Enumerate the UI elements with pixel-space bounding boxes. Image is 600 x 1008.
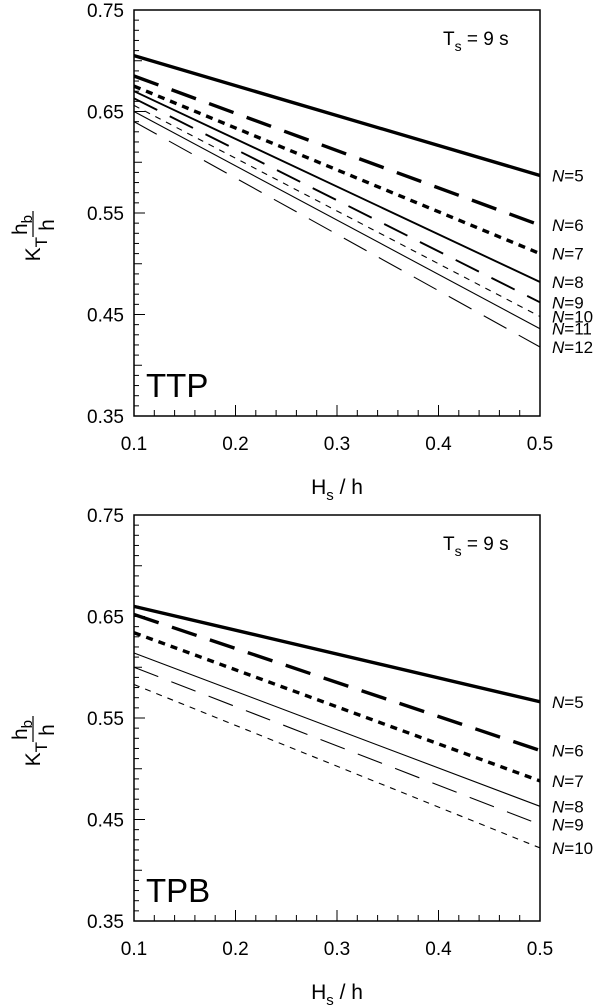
y-tick-label: 0.45 <box>87 811 124 832</box>
x-tick-label: 0.3 <box>324 434 350 455</box>
y-tick-label: 0.65 <box>87 608 124 629</box>
series-label: N=9 <box>552 816 584 835</box>
series-labels: N=5 N=6 N=7 N=8N=9 N=10 <box>552 693 593 858</box>
x-tick-label: 0.2 <box>222 434 248 455</box>
series-line <box>133 652 541 807</box>
series-label: N=10 <box>552 839 593 858</box>
x-tick-label: 0.1 <box>121 939 147 960</box>
panel-tpb: 0.350.450.550.650.750.1 0.2 0.3 0.4 0.5 N=5N… <box>9 506 593 1008</box>
series-line <box>133 54 541 178</box>
x-tick-label: 0.1 <box>121 434 147 455</box>
y-tick-label: 0.45 <box>87 306 124 327</box>
panel-ttp: 0.350.450.550.650.750.1 0.2 0.3 0.4 0.5 N=5N… <box>9 1 593 504</box>
y-tick-label: 0.75 <box>87 506 124 527</box>
series-label: N=7 <box>552 772 584 791</box>
series-label: N=10 <box>552 308 593 327</box>
series-labels: N=5 N=6 N=7 N=8N=9N=10N=11N=12 <box>552 166 593 357</box>
y-axis-k-t: KT <box>22 237 51 261</box>
series-line <box>133 666 541 826</box>
x-axis-title: Hs / h <box>311 476 363 504</box>
x-tick-label: 0.4 <box>425 434 452 455</box>
y-tick-label: 0.35 <box>87 407 124 428</box>
series-line <box>133 612 541 753</box>
series-line <box>133 604 541 704</box>
panel-label: TPB <box>146 872 210 909</box>
series-line <box>133 97 541 304</box>
y-tick-label: 0.35 <box>87 912 124 933</box>
y-tick-label: 0.65 <box>87 103 124 124</box>
y-axis-denominator: h <box>36 219 59 231</box>
y-tick-label: 0.55 <box>87 709 124 730</box>
plot-frame <box>133 514 541 922</box>
series-label: N=5 <box>552 166 584 185</box>
tick-marks <box>133 514 541 922</box>
series-label: N=5 <box>552 693 584 712</box>
series-label: N=6 <box>552 216 584 235</box>
series-line <box>133 111 541 330</box>
series-line <box>133 84 541 256</box>
y-axis-k-t: KT <box>22 742 51 766</box>
series-label: N=11 <box>552 320 592 339</box>
series-label: N=8 <box>552 273 584 292</box>
tick-marks <box>133 9 541 417</box>
series-label: N=8 <box>552 797 584 816</box>
y-axis-denominator: h <box>36 724 59 736</box>
series-lines <box>133 604 541 849</box>
tick-labels: 0.35 0.45 0.55 0.65 0.75 0.1 0.2 0.3 0.4 0.5 <box>87 506 553 960</box>
x-tick-label: 0.3 <box>324 939 350 960</box>
series-label: N=7 <box>552 245 584 264</box>
wave-period-annotation: Ts = 9 s <box>443 534 509 559</box>
y-tick-label: 0.75 <box>87 1 124 22</box>
series-line <box>133 104 541 318</box>
panel-label: TTP <box>146 367 208 404</box>
series-label: N=9 <box>552 293 584 312</box>
series-label: N=6 <box>552 741 584 760</box>
y-axis-title: KT hb h <box>9 716 59 766</box>
tick-labels: 0.35 0.45 0.55 0.65 0.75 0.1 0.2 0.3 0.4 0.5 <box>87 1 553 455</box>
series-label: N=12 <box>552 338 593 357</box>
x-axis-title: Hs / h <box>311 981 363 1008</box>
wave-period-annotation: Ts = 9 s <box>443 29 509 54</box>
y-tick-label: 0.55 <box>87 204 124 225</box>
series-line <box>133 90 541 283</box>
y-axis-numerator: hb <box>9 720 36 740</box>
series-lines <box>133 54 541 348</box>
x-tick-label: 0.5 <box>527 434 553 455</box>
y-axis-numerator: hb <box>9 215 36 235</box>
y-axis-title: KT hb h <box>9 211 59 261</box>
x-tick-label: 0.2 <box>222 939 248 960</box>
x-tick-label: 0.5 <box>527 939 553 960</box>
series-line <box>133 74 541 227</box>
plot-frame <box>133 9 541 417</box>
x-tick-label: 0.4 <box>425 939 452 960</box>
series-line <box>133 683 541 849</box>
series-line <box>133 121 541 348</box>
